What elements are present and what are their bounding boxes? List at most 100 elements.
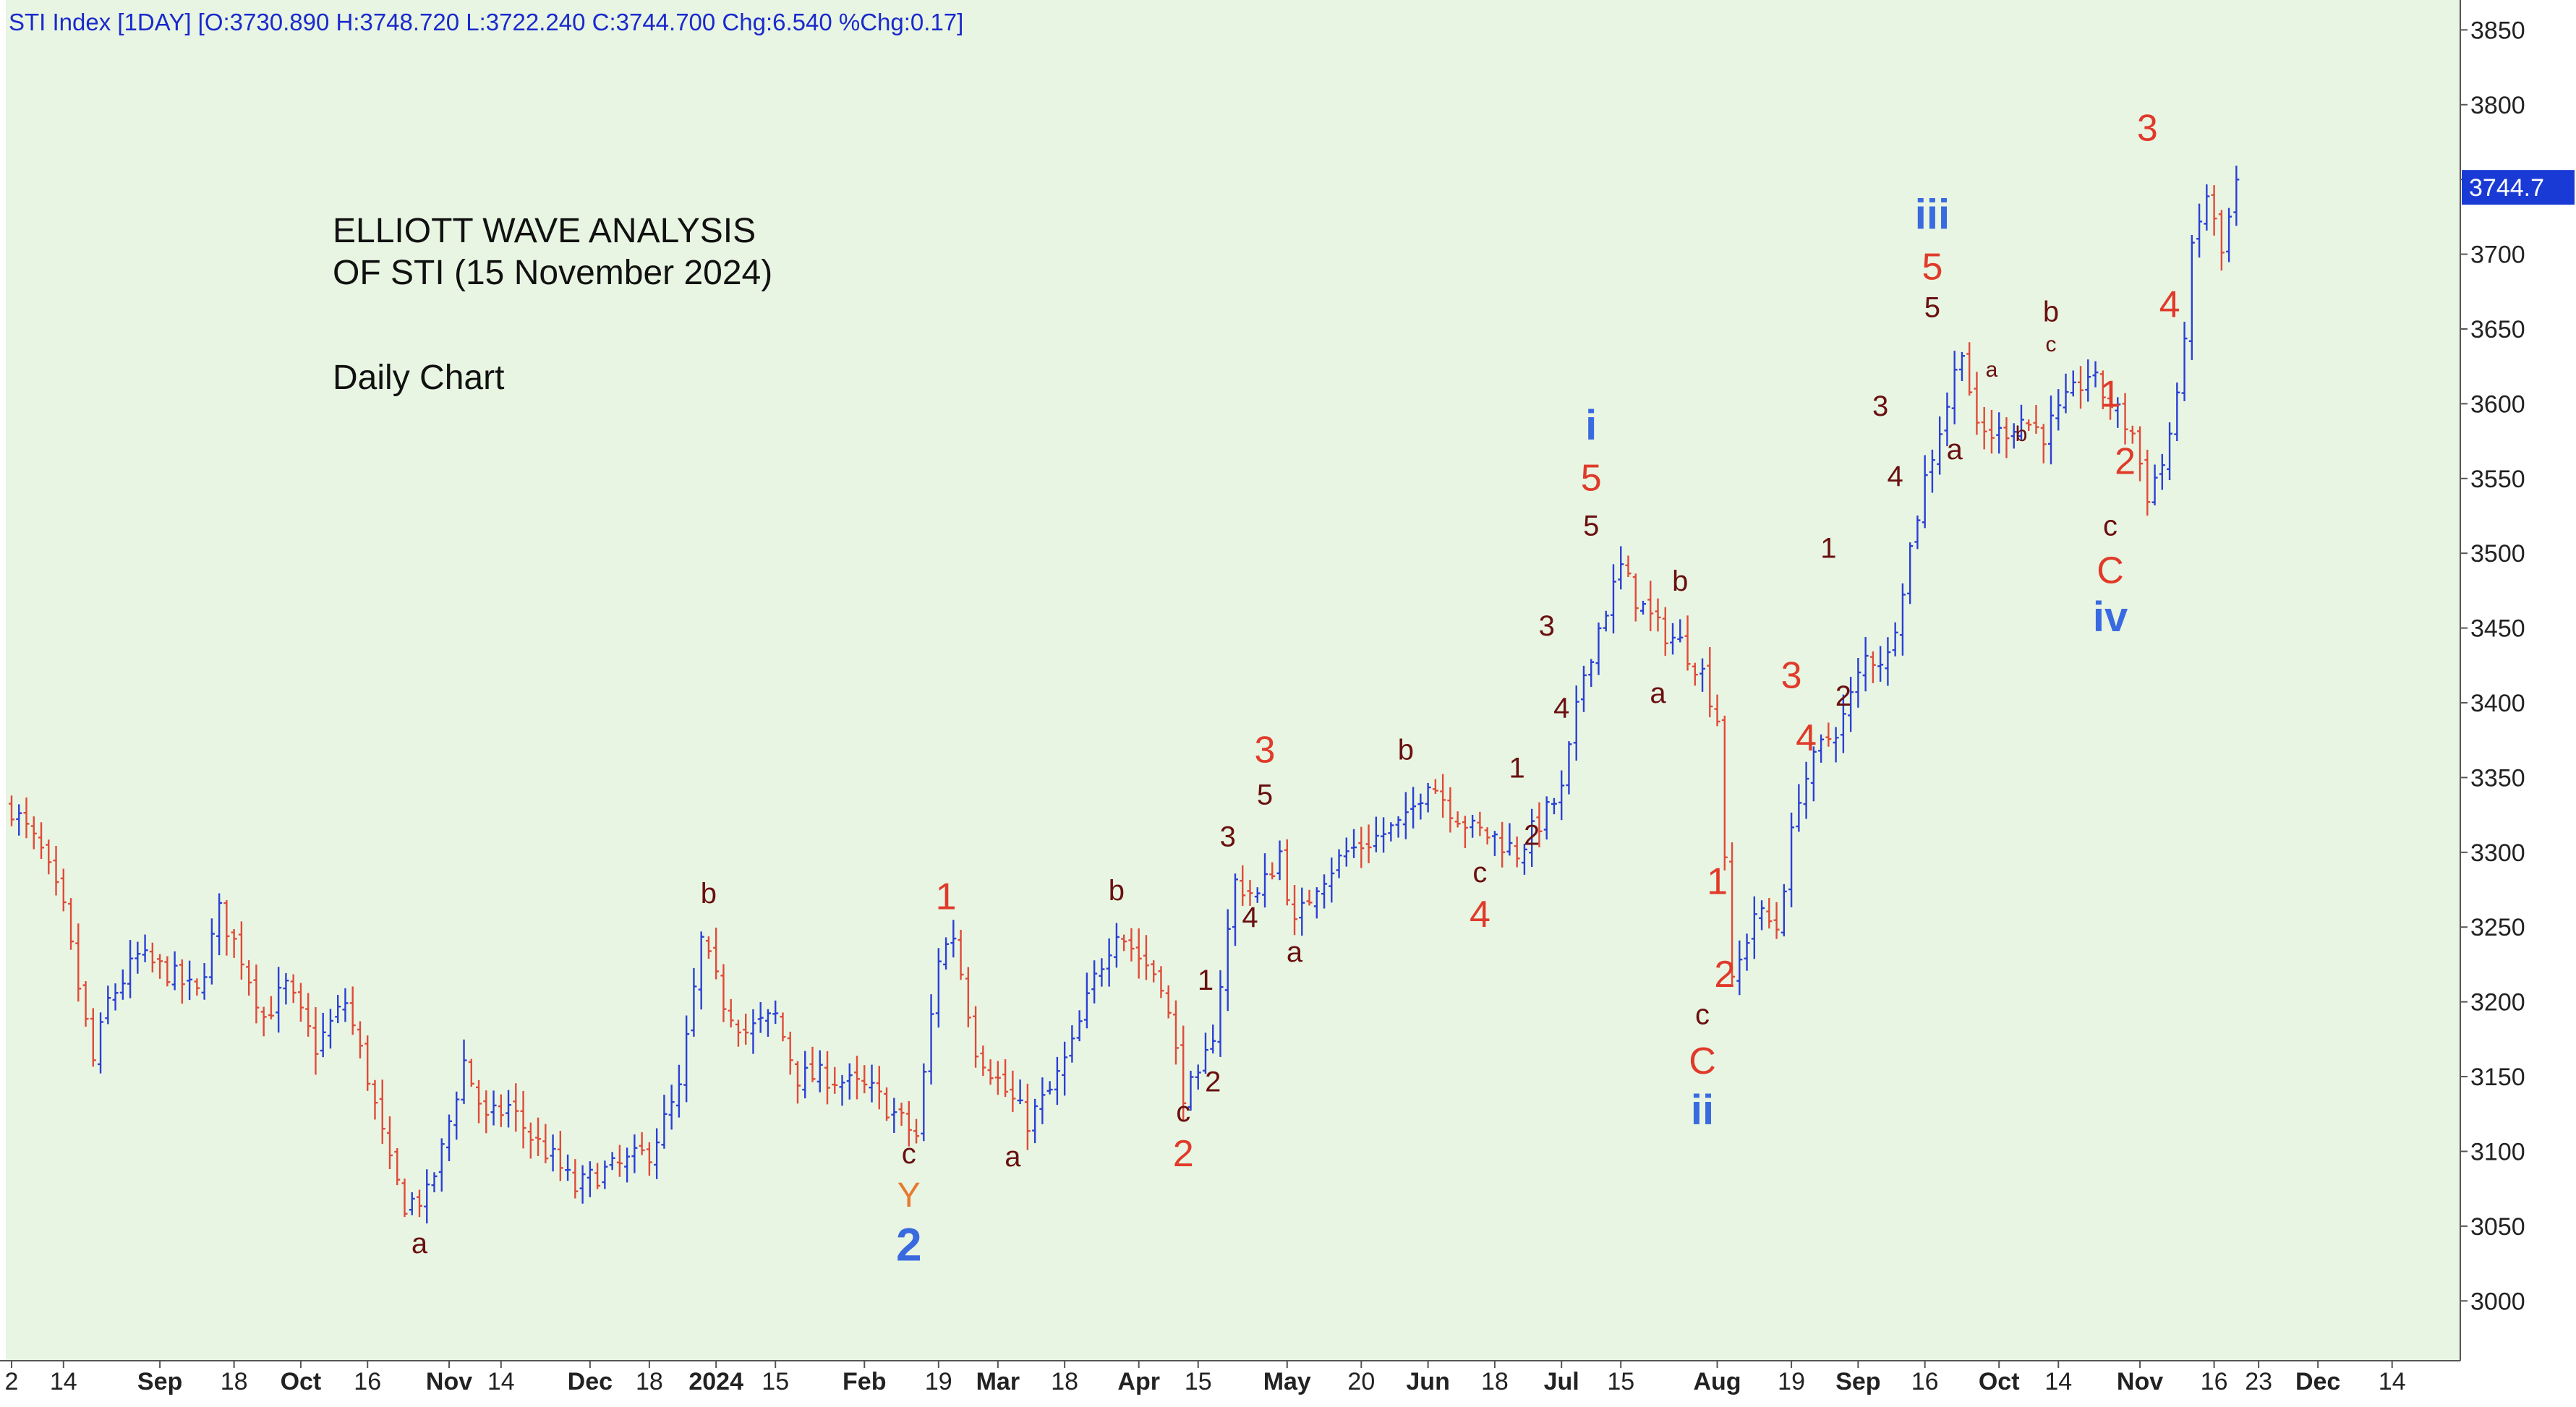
ohlc-bar: [1477, 811, 1483, 837]
ohlc-bar: [1462, 816, 1468, 849]
ohlc-bar: [468, 1059, 474, 1087]
ohlc-bar: [816, 1050, 823, 1092]
ohlc-bar: [1603, 610, 1609, 632]
wave-label: iii: [1915, 191, 1950, 238]
ohlc-bar: [357, 1021, 363, 1059]
ohlc-bar: [1395, 816, 1402, 838]
ohlc-bar: [149, 942, 155, 972]
ohlc-bar: [535, 1117, 542, 1156]
ohlc-bar: [2181, 322, 2188, 401]
wave-label: 1: [936, 876, 957, 918]
wave-label: 4: [1242, 902, 1258, 933]
ohlc-bar: [297, 983, 304, 1022]
price-tick-label: 3850: [2470, 17, 2525, 44]
date-tick-label: 19: [1778, 1368, 1805, 1395]
ohlc-bar: [757, 1001, 764, 1033]
ohlc-bar: [794, 1061, 801, 1104]
ohlc-bar: [1224, 909, 1231, 1012]
ohlc-bar: [135, 941, 141, 974]
ohlc-bar: [2048, 395, 2054, 465]
ohlc-bar: [1158, 966, 1164, 998]
date-tick-label: Sep: [1835, 1368, 1880, 1395]
wave-label: b: [2016, 422, 2028, 446]
ohlc-bar: [2107, 381, 2114, 420]
date-tick-label: 18: [1481, 1368, 1509, 1395]
ohlc-bar: [1172, 1000, 1179, 1065]
ohlc-bar: [1759, 900, 1765, 931]
ohlc-bar: [520, 1090, 526, 1149]
ohlc-bar: [223, 899, 230, 956]
ohlc-bar: [1529, 808, 1535, 867]
ohlc-bar: [1885, 637, 1891, 686]
ohlc-bar: [90, 1008, 96, 1067]
date-tick-label: 14: [2379, 1368, 2406, 1395]
wave-label: 3: [1872, 390, 1888, 422]
date-tick-label: Nov: [2117, 1368, 2163, 1395]
wave-label: a: [1287, 936, 1303, 968]
ohlc-bar: [1566, 741, 1572, 795]
ohlc-bar: [616, 1145, 623, 1177]
ohlc-bar: [1336, 849, 1342, 878]
ohlc-bar: [342, 988, 349, 1022]
ohlc-bar: [1551, 797, 1557, 815]
ohlc-bar: [824, 1051, 830, 1105]
ohlc-bar: [705, 936, 712, 959]
ohlc-bar: [483, 1090, 490, 1134]
ohlc-bar: [2129, 425, 2136, 444]
date-tick-label: 18: [221, 1368, 248, 1395]
ohlc-bar: [2033, 405, 2039, 434]
ohlc-bar: [1180, 1025, 1187, 1121]
ohlc-bar: [1714, 694, 1720, 727]
price-tick-label: 3800: [2470, 92, 2525, 119]
date-tick-label: Oct: [1979, 1368, 2020, 1395]
ohlc-bar: [1106, 938, 1112, 987]
ohlc-bar: [1899, 583, 1906, 656]
ohlc-bar: [490, 1090, 497, 1126]
ohlc-bar: [53, 845, 59, 896]
ohlc-bar: [565, 1154, 571, 1181]
ohlc-bar: [1751, 896, 1757, 959]
ohlc-bar: [446, 1114, 453, 1162]
ohlc-bar: [1966, 342, 1973, 396]
ohlc-bar: [994, 1061, 1001, 1095]
ohlc-bar: [476, 1079, 482, 1124]
ohlc-bar: [2070, 370, 2076, 397]
ohlc-bar: [513, 1083, 519, 1132]
wave-label: a: [411, 1228, 428, 1260]
wave-label: 4: [1796, 717, 1817, 759]
ohlc-bar: [550, 1134, 556, 1172]
date-tick-label: May: [1263, 1368, 1311, 1395]
ohlc-bar: [1618, 546, 1624, 590]
ohlc-bar: [1032, 1098, 1038, 1144]
date-tick-label: 18: [1051, 1368, 1078, 1395]
ohlc-bar: [1017, 1079, 1023, 1105]
ohlc-bar: [869, 1064, 875, 1103]
ohlc-bar: [1484, 827, 1490, 844]
ohlc-bar: [1514, 836, 1520, 868]
ohlc-bar: [253, 965, 260, 1024]
ohlc-bar: [1454, 811, 1461, 828]
ohlc-bars: [9, 166, 2240, 1224]
analysis-subtitle: Daily Chart: [333, 359, 504, 397]
wave-label: 5: [1257, 779, 1273, 811]
ohlc-bar: [216, 893, 223, 956]
ohlc-bar: [2204, 184, 2210, 231]
ohlc-bar: [1417, 793, 1424, 820]
ohlc-bar: [1855, 658, 1861, 708]
wave-label: 2: [1173, 1133, 1194, 1175]
date-tick-label: 18: [636, 1368, 663, 1395]
ohlc-bar: [349, 986, 356, 1035]
price-tick-label: 3250: [2470, 914, 2525, 941]
ohlc-bar: [1010, 1070, 1016, 1112]
wave-label: 4: [1553, 693, 1569, 724]
ohlc-bar: [290, 974, 297, 1004]
ohlc-bar: [1848, 677, 1854, 732]
ohlc-bar: [16, 804, 22, 836]
ohlc-bar: [1135, 928, 1142, 979]
ohlc-bar: [2137, 426, 2144, 482]
ohlc-bar: [958, 929, 964, 980]
ohlc-bar: [839, 1074, 845, 1106]
date-tick-label: Jun: [1406, 1368, 1449, 1395]
price-tick-label: 3700: [2470, 241, 2525, 269]
